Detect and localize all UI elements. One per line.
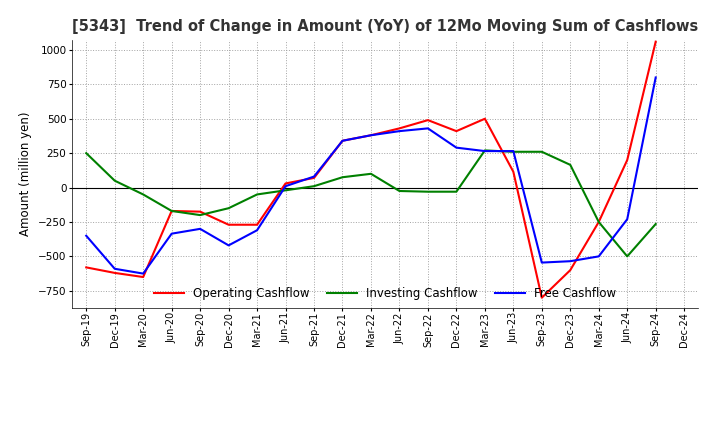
Investing Cashflow [338,175,347,180]
Investing Cashflow [537,149,546,154]
Operating Cashflow [225,222,233,227]
Operating Cashflow [480,116,489,121]
Investing Cashflow [366,171,375,176]
Operating Cashflow [310,175,318,180]
Operating Cashflow [366,132,375,138]
Investing Cashflow [395,188,404,194]
Investing Cashflow [595,219,603,224]
Investing Cashflow [452,189,461,194]
Investing Cashflow [196,213,204,218]
Investing Cashflow [310,183,318,189]
Operating Cashflow [595,219,603,224]
Investing Cashflow [167,208,176,213]
Free Cashflow [225,243,233,248]
Investing Cashflow [623,254,631,259]
Investing Cashflow [225,205,233,211]
Free Cashflow [423,126,432,131]
Free Cashflow [537,260,546,265]
Free Cashflow [652,75,660,80]
Line: Investing Cashflow: Investing Cashflow [86,150,656,257]
Free Cashflow [310,174,318,179]
Operating Cashflow [423,117,432,123]
Operating Cashflow [623,158,631,163]
Free Cashflow [595,254,603,259]
Operating Cashflow [509,169,518,174]
Investing Cashflow [480,148,489,153]
Operating Cashflow [167,208,176,213]
Operating Cashflow [196,209,204,214]
Line: Free Cashflow: Free Cashflow [86,77,656,274]
Free Cashflow [82,233,91,238]
Investing Cashflow [282,188,290,193]
Y-axis label: Amount (million yen): Amount (million yen) [19,112,32,236]
Free Cashflow [110,266,119,271]
Free Cashflow [167,231,176,236]
Operating Cashflow [82,265,91,270]
Operating Cashflow [452,128,461,134]
Operating Cashflow [566,268,575,273]
Free Cashflow [196,226,204,231]
Title: [5343]  Trend of Change in Amount (YoY) of 12Mo Moving Sum of Cashflows: [5343] Trend of Change in Amount (YoY) o… [72,19,698,34]
Operating Cashflow [282,181,290,186]
Free Cashflow [623,216,631,222]
Free Cashflow [282,183,290,189]
Operating Cashflow [537,295,546,301]
Free Cashflow [509,148,518,154]
Investing Cashflow [423,189,432,194]
Investing Cashflow [652,221,660,227]
Free Cashflow [480,148,489,154]
Investing Cashflow [110,178,119,183]
Investing Cashflow [509,149,518,154]
Legend: Operating Cashflow, Investing Cashflow, Free Cashflow: Operating Cashflow, Investing Cashflow, … [149,282,621,305]
Investing Cashflow [566,162,575,168]
Line: Operating Cashflow: Operating Cashflow [86,42,656,298]
Operating Cashflow [338,138,347,143]
Operating Cashflow [110,270,119,275]
Free Cashflow [338,138,347,143]
Free Cashflow [395,128,404,134]
Operating Cashflow [253,222,261,227]
Free Cashflow [566,259,575,264]
Operating Cashflow [652,39,660,44]
Investing Cashflow [253,192,261,197]
Free Cashflow [139,271,148,276]
Investing Cashflow [139,192,148,197]
Free Cashflow [253,227,261,233]
Free Cashflow [366,132,375,138]
Free Cashflow [452,145,461,150]
Operating Cashflow [395,126,404,131]
Investing Cashflow [82,150,91,156]
Operating Cashflow [139,275,148,280]
